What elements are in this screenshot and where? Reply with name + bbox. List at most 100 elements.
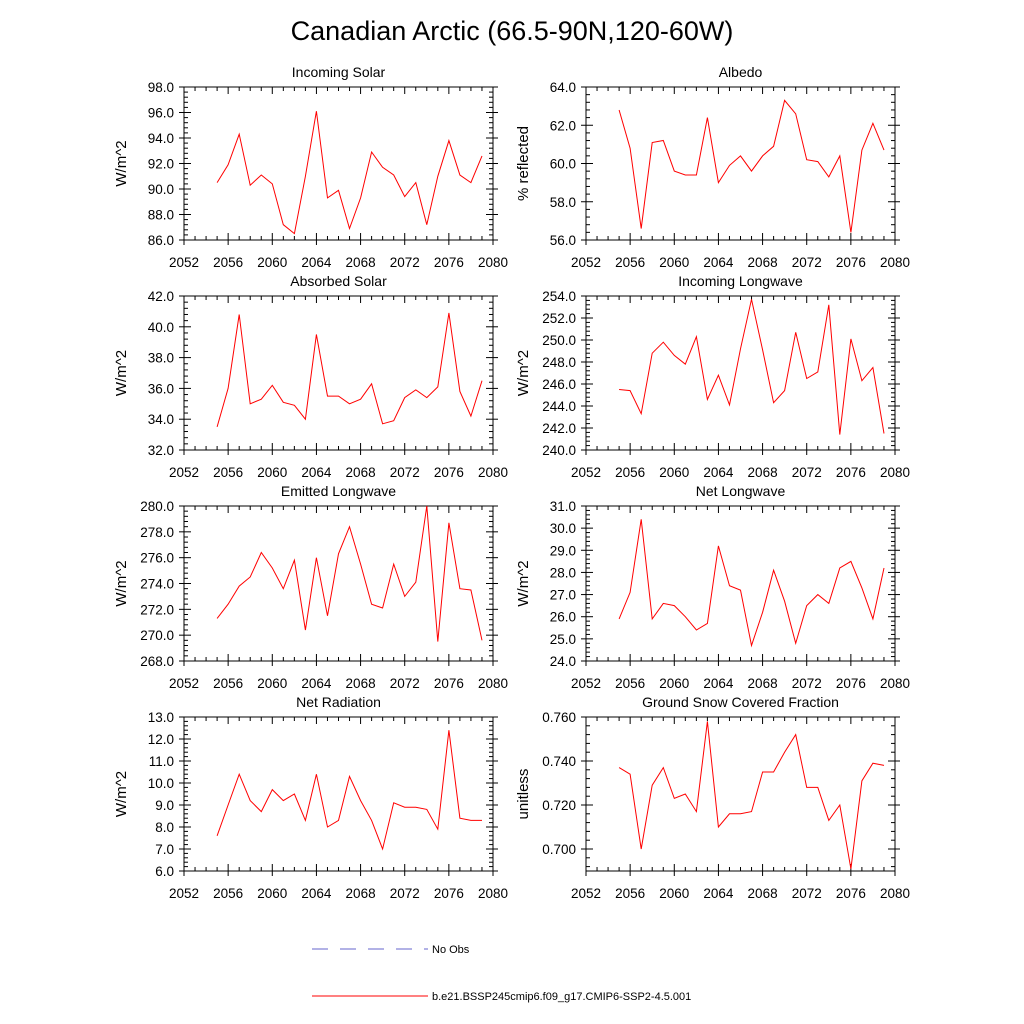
x-tick-label: 2068 bbox=[346, 255, 376, 270]
y-tick-label: 13.0 bbox=[148, 710, 174, 725]
y-tick-label: 270.0 bbox=[140, 628, 174, 643]
x-tick-label: 2060 bbox=[257, 465, 287, 480]
x-tick-label: 2064 bbox=[703, 465, 734, 480]
panel-title: Net Longwave bbox=[696, 483, 786, 499]
y-tick-label: 9.0 bbox=[155, 798, 174, 813]
y-tick-label: 246.0 bbox=[542, 377, 576, 392]
x-tick-label: 2072 bbox=[792, 255, 822, 270]
y-tick-label: 42.0 bbox=[148, 289, 174, 304]
panel-3: Absorbed Solar W/m^2 2052 2056 2060 2064 2068 2… bbox=[113, 273, 508, 480]
x-tick-label: 2056 bbox=[213, 465, 243, 480]
x-tick-label: 2052 bbox=[571, 676, 601, 691]
x-tick-label: 2068 bbox=[748, 886, 778, 901]
x-tick-label: 2060 bbox=[257, 886, 287, 901]
plot-frame bbox=[585, 295, 896, 451]
y-tick-label: 36.0 bbox=[148, 381, 174, 396]
y-tick-label: 0.740 bbox=[542, 754, 576, 769]
x-tick-label: 2056 bbox=[615, 255, 645, 270]
panel-title: Absorbed Solar bbox=[290, 273, 387, 289]
panel-title: Albedo bbox=[719, 64, 763, 80]
y-tick-label: 250.0 bbox=[542, 333, 576, 348]
x-tick-label: 2060 bbox=[257, 255, 287, 270]
y-tick-label: 6.0 bbox=[155, 864, 174, 879]
y-tick-label: 58.0 bbox=[550, 195, 576, 210]
x-tick-label: 2076 bbox=[836, 465, 866, 480]
x-tick-label: 2072 bbox=[390, 465, 420, 480]
y-tick-label: 24.0 bbox=[550, 654, 576, 669]
y-tick-label: 8.0 bbox=[155, 820, 174, 835]
y-axis-label: W/m^2 bbox=[113, 140, 130, 186]
y-axis-label: W/m^2 bbox=[113, 771, 130, 817]
x-tick-label: 2068 bbox=[748, 676, 778, 691]
panel-1: Incoming Solar W/m^2 2052 2056 2060 2064 2068 2… bbox=[113, 64, 508, 270]
x-tick-label: 2064 bbox=[703, 886, 734, 901]
y-axis-label: W/m^2 bbox=[113, 350, 130, 396]
y-tick-label: 7.0 bbox=[155, 842, 174, 857]
y-tick-label: 62.0 bbox=[550, 118, 576, 133]
y-tick-label: 25.0 bbox=[550, 632, 576, 647]
series-line-1 bbox=[216, 730, 482, 851]
x-tick-label: 2060 bbox=[659, 255, 689, 270]
x-tick-label: 2052 bbox=[169, 255, 199, 270]
x-tick-label: 2080 bbox=[478, 255, 508, 270]
plot-frame bbox=[585, 505, 896, 662]
x-tick-label: 2068 bbox=[346, 676, 376, 691]
x-tick-label: 2052 bbox=[571, 255, 601, 270]
y-tick-label: 252.0 bbox=[542, 311, 576, 326]
x-tick-label: 2052 bbox=[169, 676, 199, 691]
y-tick-label: 32.0 bbox=[148, 443, 174, 458]
x-tick-label: 2060 bbox=[659, 465, 689, 480]
y-tick-label: 28.0 bbox=[550, 565, 576, 580]
x-tick-label: 2052 bbox=[571, 465, 601, 480]
y-tick-label: 26.0 bbox=[550, 610, 576, 625]
panel-2: Albedo % reflected 2052 2056 2060 2064 2068 207… bbox=[515, 64, 910, 270]
x-tick-label: 2056 bbox=[615, 465, 645, 480]
plot-frame bbox=[183, 86, 494, 241]
y-axis-label: unitless bbox=[515, 769, 532, 820]
y-tick-label: 248.0 bbox=[542, 355, 576, 370]
panels: Incoming Solar W/m^2 2052 2056 2060 2064 2068 2… bbox=[113, 64, 910, 901]
panel-5: Emitted Longwave W/m^2 2052 2056 2060 2064 206… bbox=[113, 483, 508, 691]
figure-title: Canadian Arctic (66.5-90N,120-60W) bbox=[291, 16, 734, 46]
x-tick-label: 2064 bbox=[703, 255, 734, 270]
y-tick-label: 254.0 bbox=[542, 289, 576, 304]
plot-frame bbox=[183, 716, 494, 872]
x-tick-label: 2080 bbox=[478, 886, 508, 901]
series-line-1 bbox=[216, 505, 483, 642]
y-tick-label: 244.0 bbox=[542, 399, 576, 414]
x-tick-label: 2060 bbox=[659, 676, 689, 691]
x-tick-label: 2080 bbox=[880, 676, 910, 691]
panel-8: Ground Snow Covered Fraction unitless 2052… bbox=[515, 694, 910, 901]
x-tick-label: 2060 bbox=[659, 886, 689, 901]
x-tick-label: 2052 bbox=[169, 465, 199, 480]
y-tick-label: 27.0 bbox=[550, 588, 576, 603]
y-axis-label: W/m^2 bbox=[515, 560, 532, 606]
x-tick-label: 2076 bbox=[434, 255, 464, 270]
y-tick-label: 12.0 bbox=[148, 732, 174, 747]
x-tick-label: 2072 bbox=[792, 886, 822, 901]
series-line-1 bbox=[216, 111, 483, 235]
y-tick-label: 278.0 bbox=[140, 525, 174, 540]
y-tick-label: 56.0 bbox=[550, 233, 576, 248]
x-tick-label: 2056 bbox=[213, 255, 243, 270]
x-tick-label: 2056 bbox=[213, 886, 243, 901]
y-tick-label: 34.0 bbox=[148, 412, 174, 427]
x-tick-label: 2080 bbox=[880, 465, 910, 480]
x-tick-label: 2064 bbox=[301, 676, 332, 691]
y-tick-label: 0.760 bbox=[542, 710, 576, 725]
panel-6: Net Longwave W/m^2 2052 2056 2060 2064 2068 207… bbox=[515, 483, 910, 691]
x-tick-label: 2076 bbox=[434, 465, 464, 480]
x-tick-label: 2052 bbox=[169, 886, 199, 901]
x-tick-label: 2080 bbox=[880, 886, 910, 901]
series-line-1 bbox=[618, 99, 885, 233]
panel-4: Incoming Longwave W/m^2 2052 2056 2060 2064 20… bbox=[515, 273, 910, 480]
y-tick-label: 92.0 bbox=[148, 157, 174, 172]
y-axis-label: W/m^2 bbox=[113, 560, 130, 606]
y-tick-label: 88.0 bbox=[148, 208, 174, 223]
y-tick-label: 11.0 bbox=[149, 754, 174, 769]
x-tick-label: 2072 bbox=[792, 676, 822, 691]
y-tick-label: 10.0 bbox=[148, 776, 174, 791]
x-tick-label: 2068 bbox=[346, 465, 376, 480]
x-tick-label: 2068 bbox=[748, 255, 778, 270]
